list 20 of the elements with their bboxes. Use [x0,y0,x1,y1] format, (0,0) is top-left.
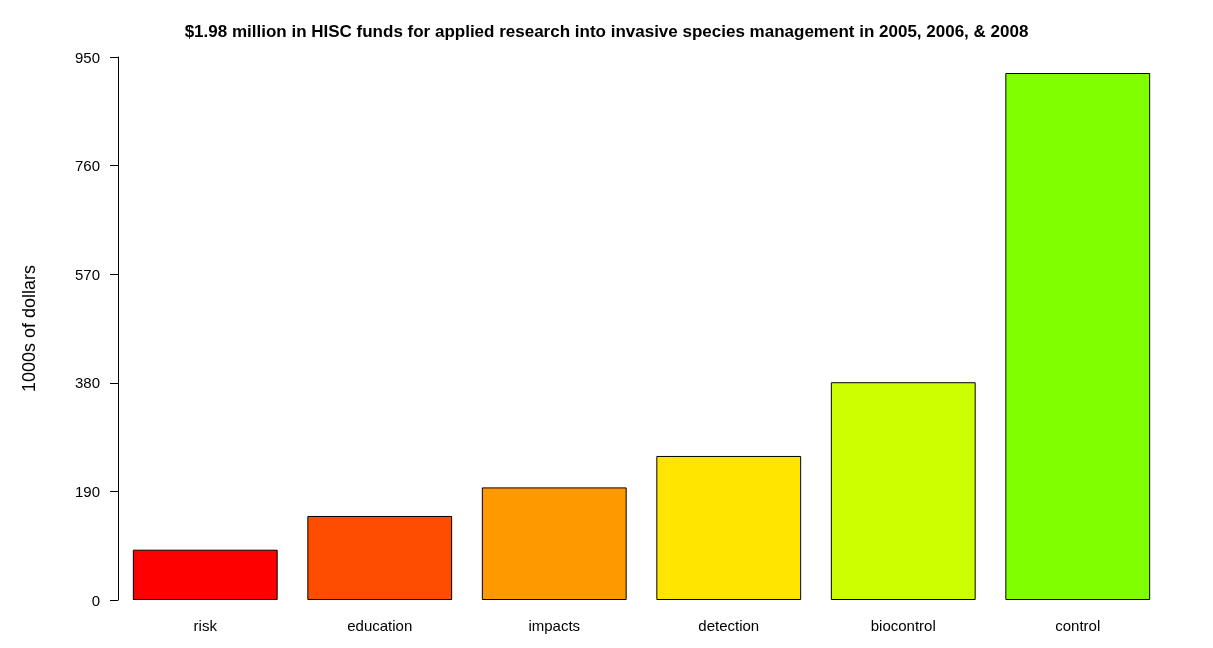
y-tick-label: 380 [74,374,100,392]
bar [481,487,627,600]
y-tick-label: 760 [74,157,100,175]
x-tick-label: education [347,617,413,634]
x-tick-label: control [1055,617,1101,634]
y-tick-label: 190 [74,482,100,500]
bar [132,549,278,600]
bar [830,382,976,600]
bar [307,515,453,600]
y-tick-label: 570 [74,265,100,283]
y-axis-title: 1000s of dollars [19,264,39,393]
y-tick-label: 950 [74,48,100,66]
chart-title: $1.98 million in HISC funds for applied research into invasive species management in 2005, 2006, & 2008 [184,22,1029,41]
x-tick-label: biocontrol [870,617,936,634]
bar [1005,73,1151,600]
bar [656,455,802,600]
x-tick-label: risk [193,617,218,634]
x-tick-label: impacts [528,617,581,634]
x-tick-label: detection [698,617,760,634]
y-tick-label: 0 [91,591,100,609]
